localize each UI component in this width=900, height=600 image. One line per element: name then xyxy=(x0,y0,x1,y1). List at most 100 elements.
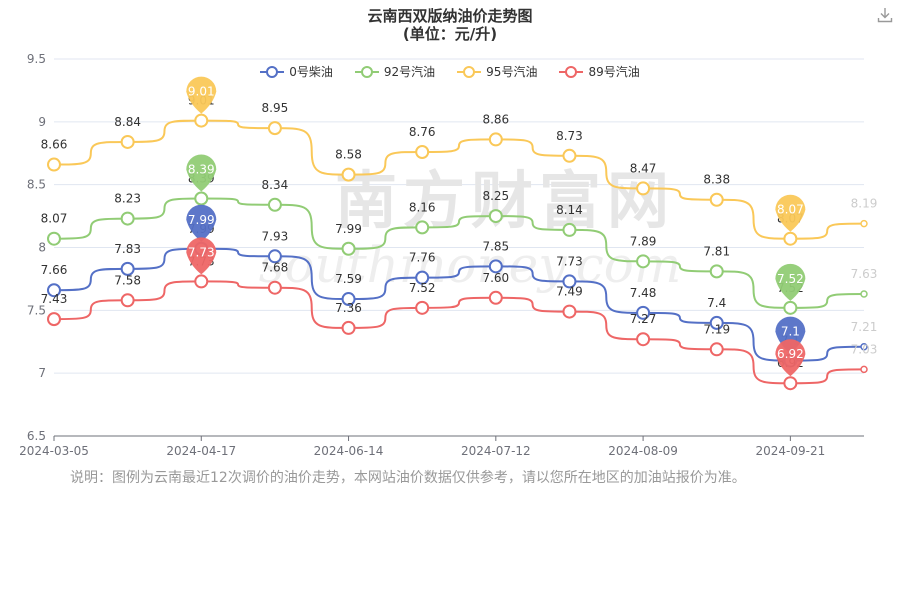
data-point xyxy=(860,365,868,374)
extreme-marker xyxy=(186,204,217,242)
data-point xyxy=(341,241,356,256)
data-point xyxy=(860,219,868,228)
data-point xyxy=(47,157,61,172)
data-point xyxy=(709,192,724,207)
data-point xyxy=(783,300,798,315)
data-point xyxy=(267,197,282,212)
data-point xyxy=(120,211,135,226)
data-point xyxy=(860,290,868,298)
data-point xyxy=(194,113,209,128)
data-label: 7.63 xyxy=(851,267,878,281)
watermark-en-text: southmoney.com xyxy=(259,236,682,294)
data-label: 8.34 xyxy=(262,178,289,192)
data-label: 8.07 xyxy=(41,212,68,226)
data-point xyxy=(709,342,724,357)
data-point xyxy=(120,134,135,149)
extreme-marker xyxy=(186,76,217,114)
legend-item[interactable]: 0号柴油 xyxy=(260,63,333,80)
legend-item[interactable]: 92号汽油 xyxy=(354,63,436,80)
x-tick-label: 2024-08-09 xyxy=(608,444,678,458)
data-point xyxy=(562,274,577,289)
legend-symbol xyxy=(354,65,379,78)
series-line xyxy=(53,119,865,240)
data-label: 7.19 xyxy=(703,322,730,336)
x-tick-label: 2024-06-14 xyxy=(314,444,384,458)
y-tick-label: 6.5 xyxy=(27,429,46,443)
y-tick-label: 8.5 xyxy=(27,178,46,192)
legend-label: 92号汽油 xyxy=(383,65,436,79)
data-label: 8.38 xyxy=(703,173,730,187)
data-point xyxy=(120,293,135,308)
data-label: 8.25 xyxy=(482,189,509,203)
legend-label: 0号柴油 xyxy=(289,65,333,79)
chart-note: 说明：图例为云南最近12次调价的油价走势，本网站油价数据仅供参考，请以您所在地区… xyxy=(70,470,746,486)
extreme-marker-label: 8.39 xyxy=(188,162,215,176)
download-icon[interactable] xyxy=(876,6,894,24)
data-point xyxy=(562,148,577,163)
data-point xyxy=(194,191,209,206)
extreme-marker xyxy=(775,339,806,377)
x-tick-label: 2024-07-12 xyxy=(461,444,531,458)
legend-item[interactable]: 89号汽油 xyxy=(559,63,640,80)
data-label: 7.27 xyxy=(630,312,657,326)
data-point xyxy=(636,332,651,347)
data-point xyxy=(488,132,503,147)
data-point xyxy=(341,320,356,335)
data-label: 7.83 xyxy=(114,242,141,256)
legend-symbol xyxy=(457,65,482,78)
series-line xyxy=(53,247,865,362)
extreme-marker xyxy=(186,154,217,192)
data-label: 7.76 xyxy=(409,251,436,265)
data-point xyxy=(47,312,61,327)
data-point xyxy=(47,283,61,298)
y-tick-label: 7 xyxy=(38,366,46,380)
series-line xyxy=(53,280,865,385)
data-label: 7.85 xyxy=(482,239,509,253)
legend-symbol xyxy=(260,65,285,78)
data-point xyxy=(488,209,503,224)
data-label: 7.68 xyxy=(262,261,289,275)
y-tick-label: 9.5 xyxy=(27,52,46,66)
data-point xyxy=(341,167,356,182)
data-label: 8.47 xyxy=(630,161,657,175)
data-point xyxy=(194,274,209,289)
legend-symbol xyxy=(559,65,584,78)
data-label: 7.48 xyxy=(630,286,657,300)
extreme-marker-label: 9.01 xyxy=(188,85,215,99)
y-tick-label: 8 xyxy=(38,241,46,255)
data-label: 7.66 xyxy=(41,263,68,277)
data-label: 8.19 xyxy=(851,197,878,211)
x-tick-label: 2024-03-05 xyxy=(19,444,89,458)
data-label: 8.86 xyxy=(482,112,509,126)
data-point xyxy=(636,305,651,320)
legend-item[interactable]: 95号汽油 xyxy=(457,63,537,80)
data-label: 8.16 xyxy=(409,200,436,214)
data-point xyxy=(636,254,651,269)
data-label: 7.99 xyxy=(335,222,362,236)
legend-label: 89号汽油 xyxy=(588,65,640,79)
data-label: 8.76 xyxy=(409,125,436,139)
extreme-marker xyxy=(775,263,806,301)
data-label: 7.93 xyxy=(262,229,289,243)
data-label: 7.59 xyxy=(335,272,362,286)
chart-subtitle: (单位：元/升) xyxy=(402,25,498,43)
data-label: 7.81 xyxy=(703,244,730,258)
data-point xyxy=(120,261,135,276)
data-label: 7.89 xyxy=(630,234,657,248)
data-point xyxy=(267,280,282,295)
data-label: 7.58 xyxy=(114,273,141,287)
extreme-marker-label: 7.73 xyxy=(188,245,215,259)
data-point xyxy=(562,304,577,319)
extreme-marker xyxy=(186,237,217,275)
legend-label: 95号汽油 xyxy=(486,65,538,79)
watermark-text: 南方财富网 xyxy=(335,164,675,237)
data-label: 8.95 xyxy=(262,101,289,115)
data-point xyxy=(415,144,430,159)
data-label: 7.43 xyxy=(41,292,68,306)
extreme-marker-label: 8.07 xyxy=(777,203,804,217)
extreme-marker-label: 6.92 xyxy=(777,347,804,361)
extreme-marker-label: 7.52 xyxy=(777,272,804,286)
chart-title: 云南西双版纳油价走势图 xyxy=(367,7,533,25)
data-label: 7.52 xyxy=(409,281,436,295)
